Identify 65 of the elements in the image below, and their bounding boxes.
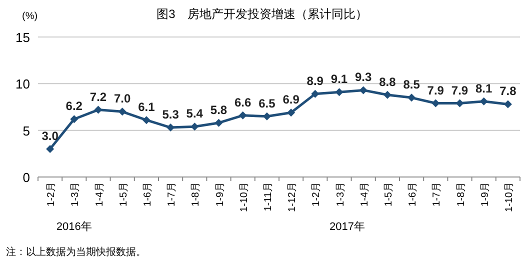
x-tick-label: 1-2月 — [311, 182, 322, 206]
point — [238, 111, 247, 120]
x-tick-label: 1-12月 — [287, 182, 298, 212]
y-tick-label: 0 — [22, 170, 30, 185]
x-tick-label: 1-10月 — [238, 182, 250, 212]
x-tick-label: 1-7月 — [432, 182, 443, 206]
y-tick-label: 5 — [22, 123, 30, 138]
data-label: 3.0 — [42, 129, 59, 143]
point — [504, 100, 512, 108]
data-label: 6.6 — [234, 95, 252, 110]
data-label: 6.2 — [66, 99, 83, 114]
x-tick-label: 1-4月 — [359, 182, 370, 206]
point — [287, 108, 296, 117]
x-tick-label: 1-7月 — [166, 182, 178, 206]
data-label: 6.9 — [282, 92, 300, 107]
y-tick-label: 10 — [16, 76, 30, 92]
point — [214, 118, 223, 127]
point — [142, 116, 150, 124]
point — [311, 90, 320, 98]
data-label: 5.4 — [186, 106, 204, 121]
x-tick-label: 1-5月 — [118, 182, 130, 206]
text: 2017年 — [330, 221, 365, 233]
point — [118, 108, 126, 116]
data-label: 9.3 — [355, 70, 372, 84]
chart-title: 图3 房地产开发投资增速（累计同比） — [156, 7, 368, 21]
text: 2016年 — [56, 221, 92, 233]
x-tick-label: 1-4月 — [94, 182, 106, 206]
x-tick-label: 1-10月 — [504, 182, 515, 212]
point — [408, 94, 416, 102]
data-label: 7.8 — [500, 84, 517, 98]
point — [46, 145, 54, 153]
x-tick-label: 1-9月 — [214, 182, 226, 206]
y-axis-title: (%) — [22, 11, 38, 22]
data-label: 5.8 — [210, 102, 228, 117]
data-label: 7.9 — [451, 83, 468, 98]
x-tick-label: 1-8月 — [190, 182, 202, 206]
point — [335, 88, 344, 96]
x-tick-label: 1-6月 — [142, 182, 154, 206]
text: 注：以上数据为当期快报数据。 — [6, 246, 146, 258]
point — [70, 115, 78, 124]
point — [480, 97, 488, 106]
data-label: 8.9 — [306, 74, 324, 88]
data-label: 5.3 — [162, 108, 180, 122]
data-label: 7.9 — [427, 83, 444, 98]
x-tick-label: 1-9月 — [480, 182, 491, 206]
x-tick-label: 1-5月 — [383, 182, 394, 206]
data-label: 9.1 — [330, 72, 348, 86]
data-label: 8.8 — [379, 74, 396, 89]
point — [383, 90, 392, 99]
x-tick-label: 1-11月 — [262, 182, 274, 212]
x-tick-label: 1-3月 — [335, 182, 346, 206]
data-label: 8.1 — [476, 81, 493, 96]
x-tick-label: 1-2月 — [46, 182, 58, 206]
x-tick-label: 1-8月 — [456, 182, 467, 206]
data-label: 8.5 — [403, 78, 420, 92]
data-label: 6.5 — [258, 96, 276, 110]
point — [359, 86, 368, 94]
point — [190, 122, 199, 131]
x-tick-label: 1-6月 — [408, 182, 419, 206]
data-label: 7.0 — [114, 92, 132, 106]
data-label: 7.2 — [90, 90, 107, 104]
data-label: 6.1 — [138, 100, 156, 114]
x-tick-label: 1-3月 — [70, 182, 82, 206]
point — [94, 106, 102, 114]
y-tick-label: 15 — [16, 30, 30, 45]
